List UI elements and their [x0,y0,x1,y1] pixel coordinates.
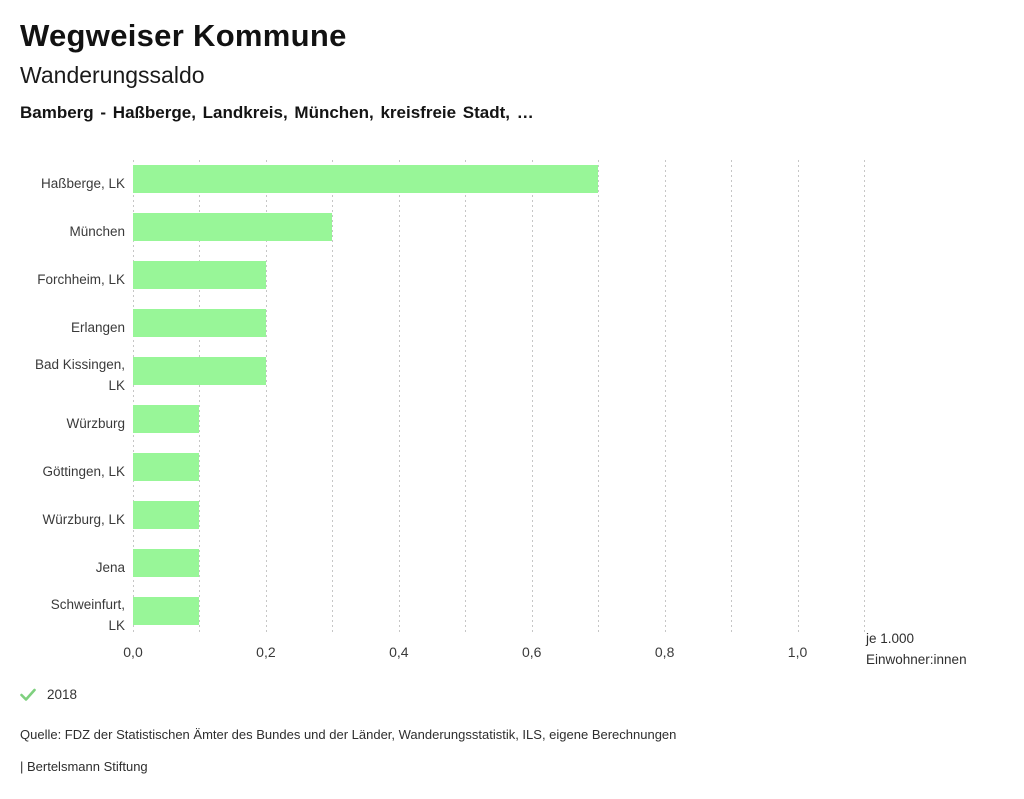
gridline [199,160,201,634]
x-tick-label: 0,8 [654,644,675,660]
unit-label-line2: Einwohner:innen [866,652,967,667]
x-tick-label: 0,4 [389,644,409,660]
category-label: Bad Kissingen, LK [34,357,125,393]
bar[interactable] [133,501,200,529]
chart-row: Würzburg, LK [20,496,864,544]
legend-year-label: 2018 [47,687,78,702]
x-tick-label: 0,2 [256,644,276,660]
gridline [265,160,267,634]
indicator-title: Wanderungssaldo [20,62,205,88]
chart-row: Göttingen, LK [20,448,864,496]
x-tick-label: 1,0 [787,644,808,660]
x-axis-unit-label: je 1.000 Einwohner:innen [866,628,1016,670]
bar-track [133,256,864,304]
chart-row: Haßberge, LK [20,160,864,208]
category-label: Würzburg [66,415,125,431]
chart-rows: Haßberge, LK München Forchheim, LK Erlangen… [20,160,864,640]
bar[interactable] [133,597,200,625]
category-label: Jena [95,559,125,575]
gridline [731,160,733,634]
chart-row: Würzburg [20,400,864,448]
category-label: Schweinfurt, LK [50,597,125,633]
x-tick-label: 0,6 [521,644,542,660]
category-label: Haßberge, LK [40,175,125,191]
bar-track [133,304,864,352]
chart-row: Bad Kissingen, LK [20,352,864,400]
legend-year-toggle[interactable]: 2018 [20,687,77,702]
source-text: Quelle: FDZ der Statistischen Ämter des … [20,727,677,742]
bar-track [133,544,864,592]
category-label: Erlangen [70,319,125,335]
gridline [797,160,799,634]
chart-row: Schweinfurt, LK [20,592,864,640]
category-label: Würzburg, LK [42,511,125,527]
bar-track [133,592,864,640]
bar-track [133,448,864,496]
category-label: Forchheim, LK [37,271,125,287]
plot-gridlines [133,160,865,634]
gridline [332,160,334,634]
checkmark-icon [20,688,36,702]
bar-track [133,400,864,448]
chart-row: Forchheim, LK [20,256,864,304]
bar[interactable] [133,213,333,241]
gridline [531,160,533,634]
page-title: Wegweiser Kommune [20,18,347,53]
bar-track [133,496,864,544]
chart-row: Erlangen [20,304,864,352]
gridline [864,160,865,634]
gridline [398,160,400,634]
bar[interactable] [133,549,200,577]
selected-municipalities: Bamberg - Haßberge, Landkreis, München, … [20,103,534,122]
bar-track [133,352,864,400]
bar[interactable] [133,261,266,289]
x-tick-label: 0,0 [123,644,143,660]
attribution-text: | Bertelsmann Stiftung [20,759,148,774]
gridline [465,160,467,634]
unit-label-line1: je 1.000 [866,631,915,646]
category-label: München [69,223,125,239]
bar[interactable] [133,309,266,337]
chart-row: München [20,208,864,256]
bar[interactable] [133,357,266,385]
gridline [664,160,666,634]
bar-track [133,208,864,256]
chart-row: Jena [20,544,864,592]
bar[interactable] [133,453,200,481]
category-label: Göttingen, LK [42,463,125,479]
gridline [133,160,134,634]
x-axis: 0,0 0,2 0,4 0,6 0,8 1,0 [123,644,864,664]
bar-track [133,160,864,208]
bar[interactable] [133,165,599,193]
bar[interactable] [133,405,200,433]
gridline [598,160,600,634]
bar-chart: Haßberge, LK München Forchheim, LK Erlangen… [20,160,1004,680]
